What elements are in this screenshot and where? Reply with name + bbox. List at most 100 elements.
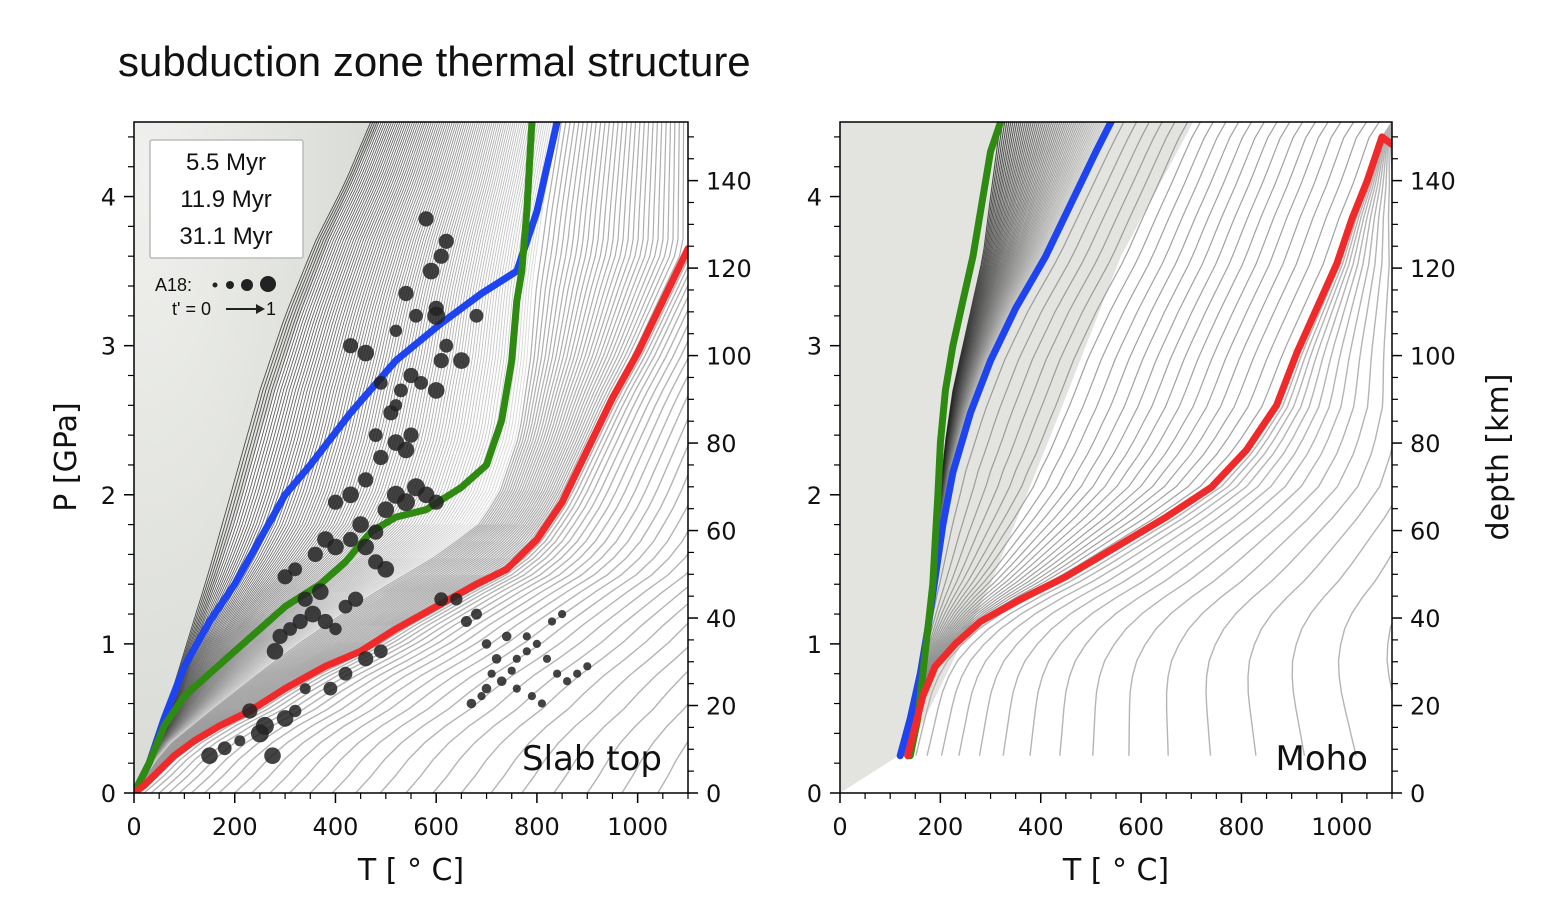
a18-point xyxy=(398,285,414,302)
y2-tick-label: 0 xyxy=(1410,780,1425,808)
a18-point xyxy=(242,703,258,719)
y2-tick-label: 120 xyxy=(706,255,752,283)
a18-point xyxy=(542,654,552,663)
y2-tick-label: 60 xyxy=(706,518,737,546)
y2-tick-label: 80 xyxy=(1410,430,1441,458)
a18-point xyxy=(389,324,403,337)
a18-point xyxy=(471,608,482,620)
a18-point xyxy=(507,666,516,675)
a18-point xyxy=(292,613,308,630)
y2-tick-label: 100 xyxy=(706,343,752,371)
y2-tick-label: 40 xyxy=(706,605,737,633)
a18-point xyxy=(323,681,338,696)
y-tick-label: 2 xyxy=(807,482,822,510)
a18-point xyxy=(428,494,444,510)
t-end-label: 1 xyxy=(266,299,276,319)
y-tick-label: 0 xyxy=(101,780,116,808)
a18-point xyxy=(403,427,419,443)
a18-point xyxy=(317,531,334,548)
y-tick-label: 3 xyxy=(807,333,822,361)
a18-point xyxy=(297,591,313,607)
a18-point xyxy=(368,524,384,540)
a18-label: A18: xyxy=(155,275,192,295)
x-tick-label: 600 xyxy=(1118,813,1164,841)
series-line-5-5-myr xyxy=(904,133,1392,760)
a18-point xyxy=(563,677,572,686)
a18-point xyxy=(255,716,274,735)
a18-point xyxy=(234,735,246,747)
dark-path-band xyxy=(899,122,1112,756)
y-tick-label: 1 xyxy=(807,631,822,659)
a18-point xyxy=(343,531,359,548)
y2-tick-label: 80 xyxy=(706,430,737,458)
a18-point xyxy=(418,211,434,227)
a18-point xyxy=(466,698,477,709)
a18-point xyxy=(277,569,293,585)
a18-point xyxy=(427,306,446,325)
panel-slab-top: 0 200 400 600 800 100001234020406080100120140… xyxy=(49,121,752,888)
y-tick-label: 4 xyxy=(807,184,822,212)
key-dot-medium xyxy=(226,281,234,289)
legend-entry-31-1-myr: 31.1 Myr xyxy=(179,223,272,250)
x-tick-label: 800 xyxy=(1219,813,1265,841)
a18-point xyxy=(469,308,484,323)
legend-box xyxy=(149,139,304,259)
a18-point xyxy=(264,747,281,764)
a18-point xyxy=(352,516,369,533)
a18-point xyxy=(450,593,463,606)
a18-point xyxy=(343,338,359,354)
y2-tick-label: 0 xyxy=(706,780,721,808)
a18-point xyxy=(327,494,344,510)
x-tick-label: 200 xyxy=(917,813,963,841)
y2-tick-label: 120 xyxy=(1410,255,1456,283)
x-axis-label: T [ ° C] xyxy=(357,853,464,888)
x-tick-label: 600 xyxy=(413,813,459,841)
a18-point xyxy=(439,338,454,353)
a18-point xyxy=(558,610,567,619)
a18-point xyxy=(373,644,388,659)
a18-point xyxy=(368,428,383,442)
a18-point xyxy=(342,486,359,504)
a18-point xyxy=(397,441,415,459)
y2-tick-label: 100 xyxy=(1410,343,1456,371)
panel-label: Slab top xyxy=(522,739,662,779)
a18-point xyxy=(409,308,423,323)
a18-point xyxy=(397,493,415,512)
a18-point xyxy=(201,747,218,764)
thermal-path-lines xyxy=(900,122,1392,756)
legend-entry-11-9-myr: 11.9 Myr xyxy=(180,186,272,213)
key-dot-small xyxy=(212,282,218,288)
y2-tick-label: 140 xyxy=(706,168,752,196)
a18-point xyxy=(573,669,582,678)
y2-tick-label: 140 xyxy=(1410,168,1456,196)
a18-point xyxy=(329,622,342,636)
y-tick-label: 1 xyxy=(101,631,116,659)
a18-point xyxy=(512,654,521,663)
a18-point xyxy=(532,639,542,649)
x-tick-label: 200 xyxy=(212,813,258,841)
a18-point xyxy=(491,654,502,664)
a18-point xyxy=(403,367,419,384)
a18-point xyxy=(487,669,496,678)
a18-point xyxy=(527,692,537,701)
a18-point xyxy=(299,683,311,695)
key-dot-xlarge xyxy=(260,276,276,292)
a18-point xyxy=(553,669,562,678)
series-line-11-9-myr xyxy=(906,122,1005,760)
a18-point xyxy=(358,651,374,667)
chart-title: subduction zone thermal structure xyxy=(118,38,751,85)
a18-point xyxy=(583,662,592,671)
a18-point xyxy=(394,383,408,398)
a18-point xyxy=(522,632,531,641)
y-axis-label: P [GPa] xyxy=(49,402,84,511)
x-tick-label: 1000 xyxy=(607,813,668,841)
y2-tick-label: 20 xyxy=(706,693,737,721)
thermal-path-lines xyxy=(134,122,688,793)
y-tick-label: 2 xyxy=(101,482,116,510)
legend: 5.5 Myr 11.9 Myr 31.1 Myr xyxy=(149,139,304,259)
a18-point xyxy=(312,583,329,600)
a18-point xyxy=(433,353,449,369)
a18-point xyxy=(422,262,440,280)
a18-point xyxy=(304,605,322,623)
